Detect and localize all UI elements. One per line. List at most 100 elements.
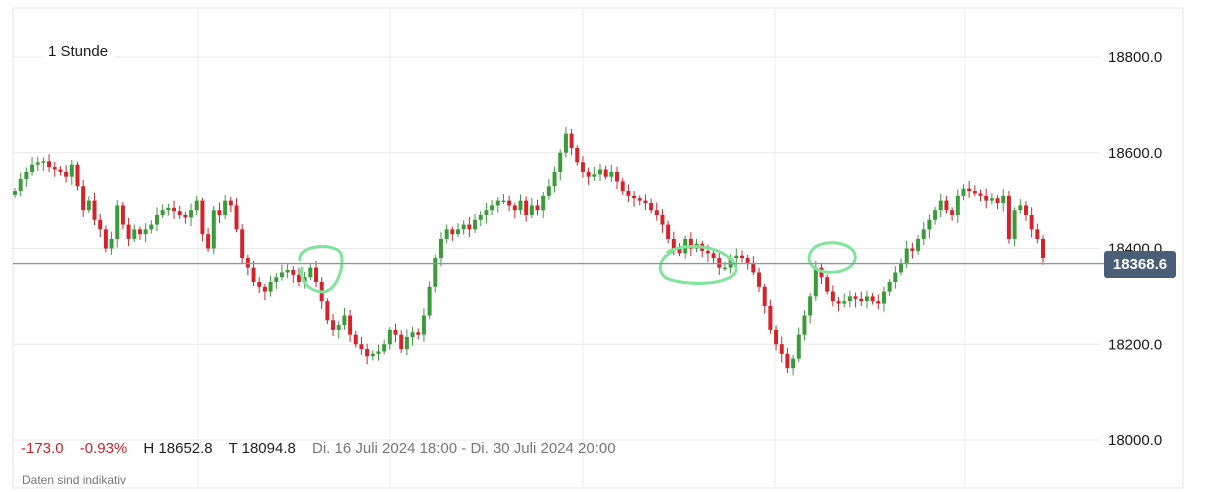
low-value: T 18094.8: [228, 440, 296, 457]
candle-body: [103, 229, 108, 249]
candle-body: [217, 210, 222, 215]
candle-body: [98, 219, 103, 230]
candle-body: [518, 200, 523, 211]
candle-body: [734, 255, 739, 259]
candle-body: [58, 169, 63, 172]
date-range: Di. 16 Juli 2024 18:00 - Di. 30 Juli 202…: [312, 440, 616, 457]
candle-body: [1001, 195, 1006, 204]
candle-body: [183, 214, 188, 218]
candle-body: [1012, 210, 1017, 239]
candle-body: [535, 205, 540, 211]
candle-body: [762, 286, 767, 306]
candle-body: [933, 210, 938, 220]
candle-body: [927, 219, 932, 230]
candle-body: [69, 164, 74, 177]
candle-body: [620, 181, 625, 192]
candle-body: [342, 315, 347, 326]
candle-body: [1006, 195, 1011, 239]
candle-body: [722, 267, 727, 270]
candle-body: [580, 162, 585, 172]
high-value: H 18652.8: [143, 440, 213, 457]
candle-body: [739, 255, 744, 259]
candle-body: [18, 179, 23, 192]
candle-body: [643, 200, 648, 204]
candle-body: [989, 198, 994, 201]
candle-body: [563, 133, 568, 153]
candle-body: [296, 274, 301, 283]
candle-body: [257, 282, 262, 287]
candle-body: [13, 191, 17, 195]
candle-body: [887, 282, 892, 292]
candle-body: [751, 262, 756, 273]
candle-body: [331, 320, 336, 330]
candle-body: [427, 286, 432, 316]
candle-body: [774, 329, 779, 345]
candle-body: [359, 344, 364, 350]
candle-body: [291, 270, 296, 275]
candle-body: [404, 337, 409, 350]
candle-body: [484, 210, 489, 215]
candle-body: [92, 200, 97, 220]
y-tick-label: 18600.0: [1108, 145, 1162, 162]
candle-body: [615, 171, 620, 182]
candle-body: [279, 272, 284, 278]
candle-body: [325, 301, 330, 321]
interval-label[interactable]: 1 Stunde: [42, 41, 115, 62]
candle-body: [467, 224, 472, 230]
candle-body: [410, 332, 415, 338]
candle-body: [149, 224, 154, 230]
candle-body: [81, 186, 86, 211]
change-value: -173.0: [21, 440, 64, 457]
candle-body: [234, 205, 239, 230]
candle-body: [206, 234, 211, 249]
candle-body: [768, 305, 773, 330]
candle-body: [796, 334, 801, 359]
chart-grid: [12, 7, 1184, 489]
candle-body: [376, 351, 381, 354]
candle-body: [666, 224, 671, 239]
candle-body: [189, 210, 194, 218]
candle-body: [603, 169, 608, 177]
candle-body: [626, 191, 631, 196]
candle-body: [416, 332, 421, 335]
candle-body: [365, 349, 370, 357]
candle-body: [211, 210, 216, 249]
candle-body: [495, 200, 500, 206]
candle-body: [524, 200, 529, 215]
candle-body: [836, 301, 841, 304]
candle-body: [399, 334, 404, 350]
candle-body: [166, 207, 171, 211]
candle-body: [893, 272, 898, 283]
candle-body: [274, 277, 279, 283]
change-percent: -0.93%: [79, 440, 128, 457]
candle-body: [421, 315, 426, 335]
annotation-circle: [298, 244, 344, 294]
stats-bar: -173.0 -0.93% H 18652.8 T 18094.8 Di. 16…: [21, 440, 628, 457]
candle-body: [944, 200, 949, 211]
candle-body: [876, 301, 881, 304]
candle-body: [444, 229, 449, 239]
candle-body: [688, 238, 693, 249]
candle-body: [120, 205, 125, 225]
candle-body: [705, 250, 710, 254]
candle-body: [52, 167, 57, 170]
candle-body: [660, 214, 665, 225]
candle-body: [308, 267, 313, 278]
candle-body: [47, 161, 52, 168]
candle-body: [825, 277, 830, 292]
candle-body: [830, 291, 835, 302]
candle-body: [438, 238, 443, 259]
candle-body: [353, 334, 358, 345]
candle-body: [541, 195, 546, 211]
candle-body: [336, 325, 341, 330]
candle-body: [677, 248, 682, 254]
candle-body: [586, 171, 591, 177]
candle-body: [950, 210, 955, 215]
candle-body: [870, 296, 875, 302]
candle-body: [1029, 214, 1034, 230]
candle-body: [967, 188, 972, 192]
candle-body: [456, 229, 461, 235]
candle-body: [632, 195, 637, 199]
candle-body: [575, 147, 580, 163]
